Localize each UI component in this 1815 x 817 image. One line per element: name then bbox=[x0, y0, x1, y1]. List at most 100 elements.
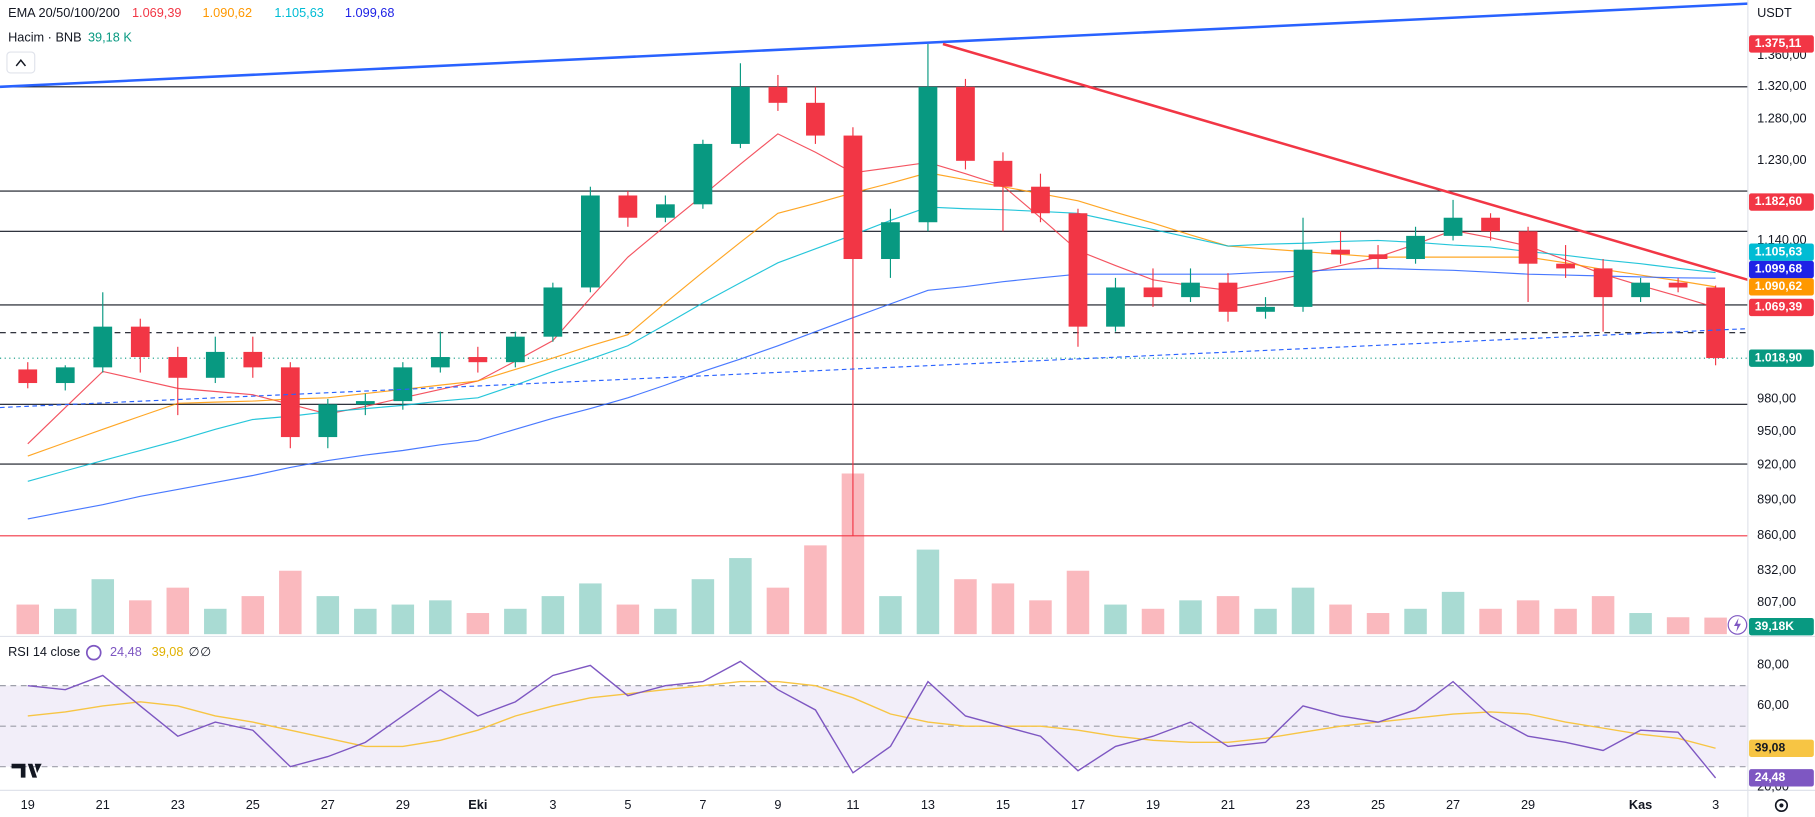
rsi-tick-label: 60,00 bbox=[1757, 697, 1789, 712]
candle-body bbox=[618, 195, 638, 218]
candle-body bbox=[1706, 287, 1725, 359]
price-tag bbox=[1749, 260, 1814, 279]
volume-bar bbox=[616, 604, 640, 635]
rsi-tag-label: 39,08 bbox=[1755, 740, 1786, 754]
volume-bar bbox=[954, 579, 977, 635]
alert-icon[interactable] bbox=[1727, 615, 1748, 635]
y-tick-label: 980,00 bbox=[1757, 390, 1796, 405]
ema-title: EMA 20/50/100/200 bbox=[8, 5, 120, 20]
rsi-line bbox=[27, 660, 1717, 779]
volume-bar bbox=[579, 583, 602, 635]
y-tick-label: 1.230,00 bbox=[1757, 152, 1807, 167]
volume-bar bbox=[804, 545, 827, 635]
rsi-extra: ∅ bbox=[200, 644, 211, 659]
candle-body bbox=[1668, 282, 1688, 288]
price-tag bbox=[1749, 193, 1814, 211]
volume-bar bbox=[241, 596, 265, 635]
settings-icon[interactable] bbox=[1774, 798, 1789, 813]
volume-bar bbox=[1066, 570, 1090, 635]
candle-body bbox=[1593, 268, 1613, 298]
price-tag-label: 1.375,11 bbox=[1755, 36, 1802, 50]
ema-value: 1.090,62 bbox=[203, 5, 253, 20]
volume-bar bbox=[166, 587, 190, 635]
x-tick-label: 3 bbox=[549, 797, 556, 812]
price-tag-label: 1.105,63 bbox=[1755, 244, 1803, 258]
volume-bar bbox=[1254, 608, 1277, 635]
rsi-tag bbox=[1749, 769, 1814, 787]
volume-bar bbox=[1216, 596, 1240, 635]
x-tick-label: 17 bbox=[1071, 797, 1085, 812]
volume-bar bbox=[129, 600, 152, 635]
volume-bar bbox=[1291, 587, 1315, 635]
volume-bar bbox=[729, 558, 752, 635]
candle-body bbox=[55, 367, 75, 384]
rsi-ma-value: 39,08 bbox=[152, 644, 184, 659]
ema-line bbox=[27, 267, 1716, 520]
volume-bar bbox=[16, 604, 40, 635]
y-tick-label: 950,00 bbox=[1757, 423, 1796, 438]
candle-body bbox=[993, 160, 1013, 187]
volume-bar bbox=[1516, 600, 1540, 635]
candle-body bbox=[1481, 217, 1500, 232]
price-tag bbox=[1749, 298, 1814, 317]
candle-body bbox=[93, 326, 113, 368]
x-tick-label: 3 bbox=[1712, 797, 1719, 812]
volume-bar bbox=[54, 608, 77, 635]
rsi-source-icon[interactable] bbox=[85, 644, 102, 661]
trendline bbox=[0, 2, 1748, 89]
price-tag-label: 1.090,62 bbox=[1755, 279, 1803, 293]
candle-body bbox=[1181, 282, 1200, 298]
candle-body bbox=[1293, 249, 1313, 307]
volume-title: Hacim · BNB bbox=[8, 30, 82, 45]
volume-bar bbox=[1104, 604, 1127, 635]
price-tag-label: 1.018,90 bbox=[1755, 350, 1803, 364]
candle-body bbox=[693, 143, 713, 205]
candle-body bbox=[731, 86, 750, 144]
y-tick-label: 1.280,00 bbox=[1757, 110, 1807, 125]
volume-bar bbox=[1366, 613, 1390, 635]
candle-body bbox=[580, 195, 600, 288]
back-layer bbox=[0, 86, 1748, 768]
volume-bar bbox=[1666, 617, 1690, 635]
candle-body bbox=[956, 86, 975, 161]
x-tick-label: 21 bbox=[1221, 797, 1235, 812]
logo bbox=[11, 763, 42, 778]
x-tick-label: 23 bbox=[1296, 797, 1310, 812]
candle-body bbox=[1143, 287, 1163, 298]
volume-bar bbox=[916, 549, 940, 635]
ema-line bbox=[27, 206, 1716, 482]
x-tick-label: 29 bbox=[396, 797, 410, 812]
x-tick-label: 27 bbox=[1446, 797, 1460, 812]
y-tick-label: 1.320,00 bbox=[1757, 78, 1807, 93]
price-tag-label: 1.069,39 bbox=[1755, 300, 1803, 314]
candle-body bbox=[468, 357, 488, 363]
x-tick-label: 5 bbox=[624, 797, 631, 812]
candle-body bbox=[768, 86, 788, 103]
candle-body bbox=[1106, 287, 1125, 327]
volume-bar bbox=[991, 583, 1015, 635]
x-tick-label: 21 bbox=[96, 797, 110, 812]
volume-bar bbox=[691, 579, 715, 635]
volume-bar bbox=[1404, 608, 1427, 635]
volume-bar bbox=[466, 613, 490, 635]
main-layer bbox=[0, 2, 1749, 779]
candle-body bbox=[318, 404, 338, 438]
x-tick-label: 23 bbox=[171, 797, 185, 812]
candle-body bbox=[1406, 235, 1425, 260]
ema-line bbox=[27, 133, 1716, 445]
volume-bar bbox=[1329, 604, 1352, 635]
rsi-band-fill bbox=[0, 685, 1748, 767]
x-tick-label: 29 bbox=[1521, 797, 1535, 812]
collapse-button[interactable] bbox=[6, 51, 36, 74]
x-tick-label: 19 bbox=[1146, 797, 1160, 812]
volume-bar bbox=[1441, 591, 1465, 635]
rsi-extra: ∅ bbox=[189, 644, 200, 659]
volume-bar bbox=[1629, 613, 1652, 635]
ema-value: 1.099,68 bbox=[345, 5, 395, 20]
x-tick-label: 27 bbox=[321, 797, 335, 812]
rsi-tick-label: 80,00 bbox=[1757, 657, 1789, 672]
price-tag bbox=[1749, 278, 1814, 296]
